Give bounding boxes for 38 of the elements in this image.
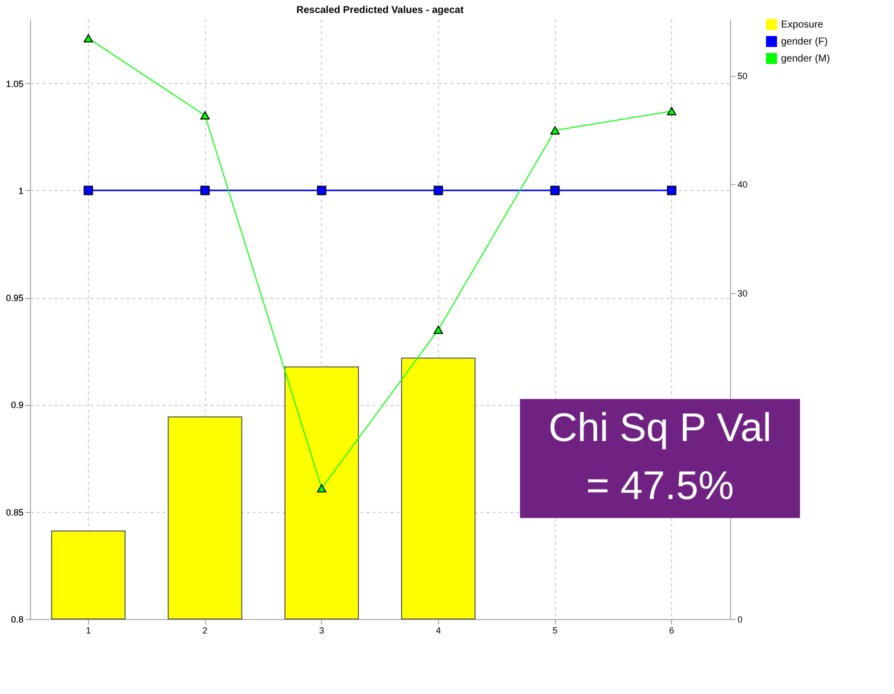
- legend-label: Exposure: [781, 20, 824, 30]
- point: [434, 186, 444, 196]
- bar: [284, 366, 359, 620]
- point: [666, 186, 676, 196]
- annotation: = 47.5%: [586, 464, 734, 508]
- x-tick-label: 3: [319, 626, 324, 636]
- x-tick-label: 2: [202, 626, 208, 636]
- point: [316, 484, 326, 492]
- point: [200, 186, 210, 196]
- y-tick-label: 1: [18, 186, 24, 196]
- x-tick-label: 1: [86, 626, 91, 636]
- y2-tick-label: 30: [738, 288, 748, 298]
- y-tick-label: 0.8: [10, 614, 24, 624]
- annotation: Chi Sq P Val: [548, 406, 772, 450]
- y-tick-label: 0.95: [6, 293, 24, 304]
- point: [550, 126, 560, 135]
- y-tick-label: 0.9: [10, 400, 24, 410]
- point: [84, 34, 94, 42]
- y-tick-label: 1.05: [6, 78, 24, 89]
- chart-title: Rescaled Predicted Values - agecat: [296, 5, 464, 16]
- x-tick-label: 6: [669, 626, 674, 636]
- bar: [51, 530, 126, 620]
- point: [434, 326, 444, 334]
- y2-tick-label: 0: [738, 614, 743, 624]
- x-tick-label: 5: [552, 626, 558, 636]
- point: [550, 186, 560, 196]
- bar: [401, 358, 476, 620]
- point: [200, 111, 210, 120]
- point: [316, 186, 326, 196]
- y2-tick-label: 40: [738, 180, 748, 190]
- y2-tick-label: 50: [738, 71, 748, 82]
- bar: [168, 416, 242, 620]
- legend-label: gender (M): [781, 54, 830, 64]
- x-tick-label: 4: [436, 626, 441, 636]
- point: [666, 107, 676, 116]
- legend-label: gender (F): [781, 36, 828, 48]
- point: [84, 186, 94, 196]
- y-tick-label: 0.85: [6, 507, 24, 518]
